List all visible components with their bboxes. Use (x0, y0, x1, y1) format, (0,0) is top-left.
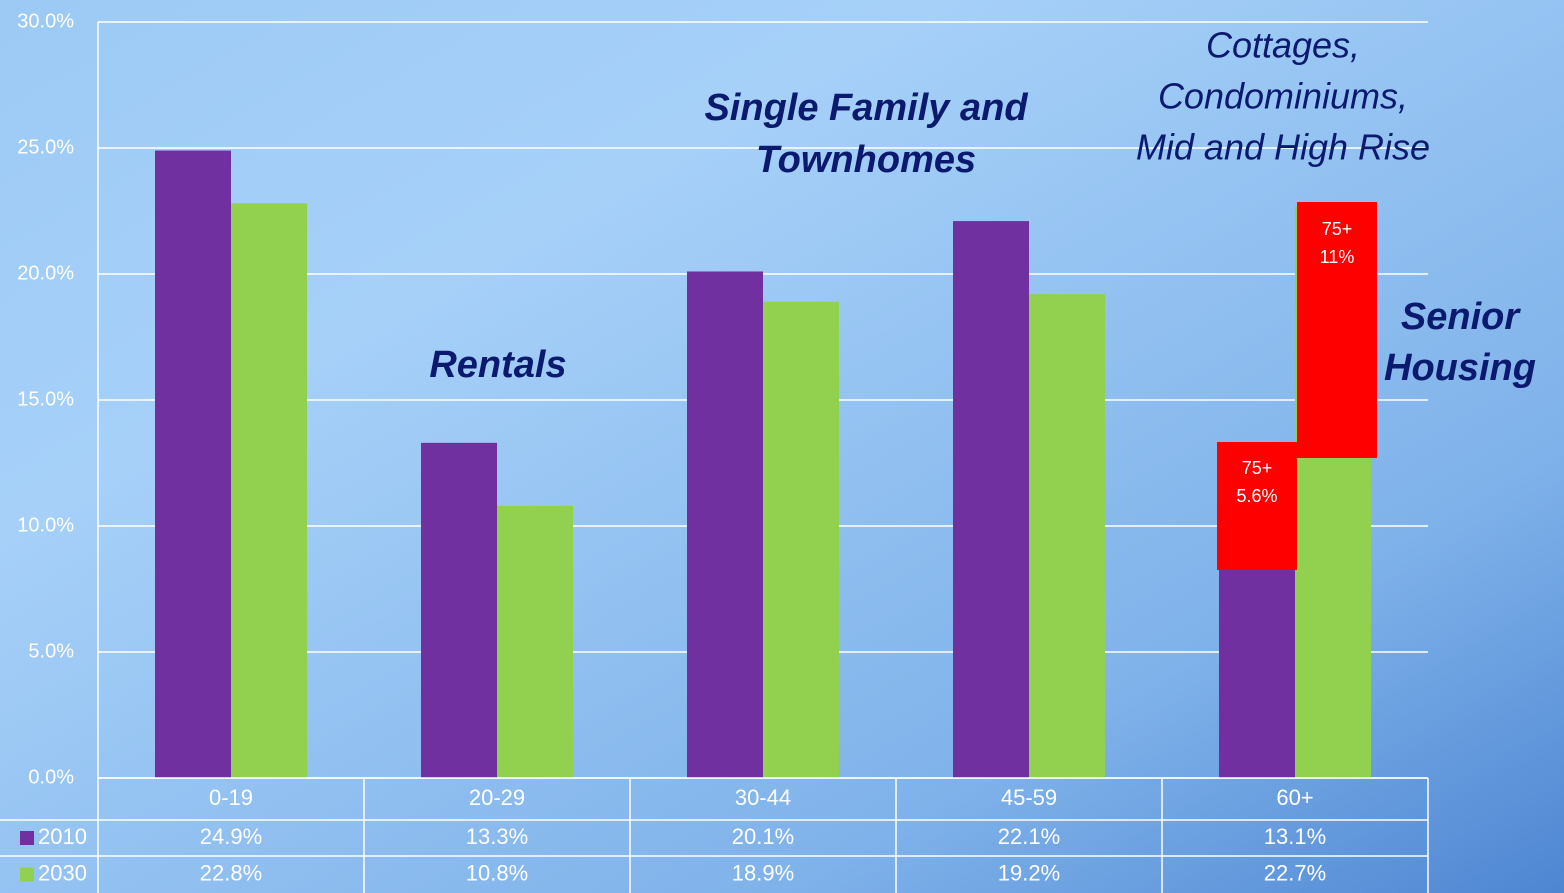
y-tick-label: 25.0% (17, 136, 74, 158)
legend-swatch (20, 867, 34, 882)
legend-label: 2010 (38, 824, 87, 849)
bar (763, 301, 839, 778)
table-value: 22.7% (1264, 860, 1326, 885)
annotation: Townhomes (756, 139, 976, 181)
annotation: Rentals (429, 344, 566, 386)
highlight-box (1297, 202, 1377, 458)
bar (953, 221, 1029, 778)
legend-swatch (20, 831, 34, 845)
table-value: 19.2% (998, 860, 1060, 885)
annotation: 11% (1320, 247, 1355, 267)
annotation: 75+ (1242, 458, 1273, 478)
y-tick-label: 15.0% (17, 388, 74, 410)
x-tick-label: 30-44 (735, 785, 791, 810)
annotation: 5.6% (1236, 486, 1277, 506)
annotation: Condominiums, (1158, 76, 1408, 117)
bar (421, 442, 497, 778)
y-tick-label: 0.0% (28, 766, 74, 788)
highlight-box (1217, 442, 1297, 570)
annotation: Senior (1401, 296, 1521, 338)
x-tick-label: 60+ (1276, 785, 1313, 810)
table-value: 20.1% (732, 824, 794, 849)
annotation: Single Family and (704, 87, 1028, 129)
y-tick-label: 10.0% (17, 514, 74, 536)
table-value: 24.9% (200, 824, 262, 849)
annotation: 75+ (1322, 219, 1353, 239)
bar (1029, 294, 1105, 778)
bar (687, 271, 763, 778)
table-value: 13.3% (466, 824, 528, 849)
table-value: 22.8% (200, 860, 262, 885)
bar (231, 203, 307, 778)
bar (155, 150, 231, 778)
y-tick-label: 30.0% (17, 10, 74, 32)
x-tick-label: 0-19 (209, 785, 253, 810)
table-value: 18.9% (732, 860, 794, 885)
legend-label: 2030 (38, 860, 87, 885)
table-value: 13.1% (1264, 824, 1326, 849)
table-value: 22.1% (998, 824, 1060, 849)
x-tick-label: 45-59 (1001, 785, 1057, 810)
y-tick-label: 20.0% (17, 262, 74, 284)
x-tick-label: 20-29 (469, 785, 525, 810)
table-value: 10.8% (466, 860, 528, 885)
annotation: Cottages, (1206, 25, 1360, 66)
bar (497, 505, 573, 778)
y-tick-label: 5.0% (28, 640, 74, 662)
annotation: Housing (1384, 347, 1536, 389)
annotation: Mid and High Rise (1136, 127, 1430, 168)
